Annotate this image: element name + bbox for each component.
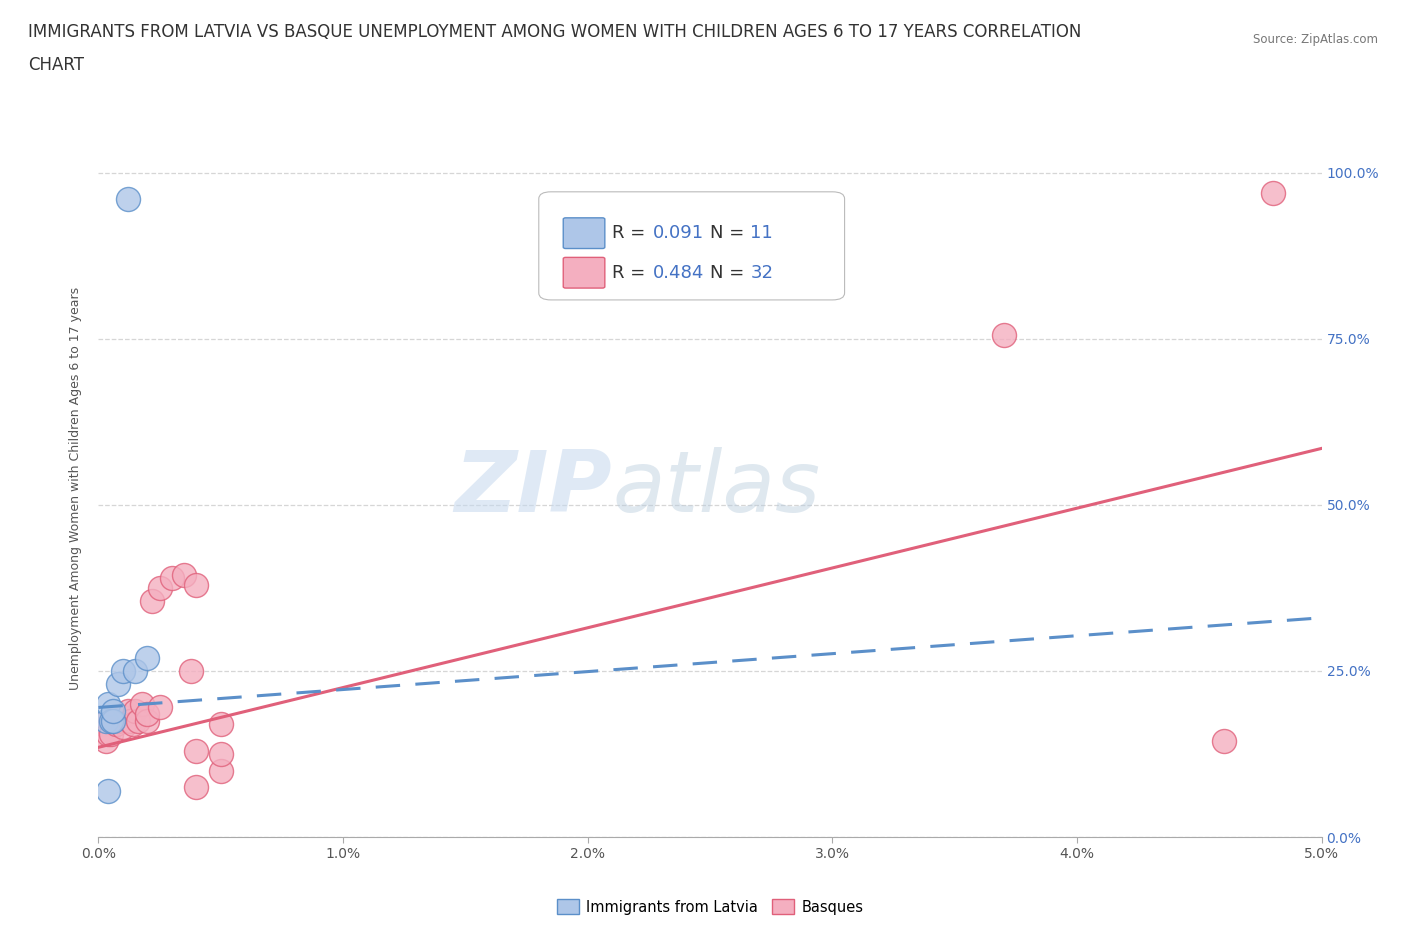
Point (186, 779, 208, 794)
Point (120, 713, 142, 728)
Point (173, 567, 195, 582)
Text: 11: 11 (751, 224, 773, 242)
FancyBboxPatch shape (564, 258, 605, 288)
Text: R =: R = (612, 224, 651, 242)
Point (100, 726, 122, 741)
Point (107, 713, 129, 728)
Text: IMMIGRANTS FROM LATVIA VS BASQUE UNEMPLOYMENT AMONG WOMEN WITH CHILDREN AGES 6 T: IMMIGRANTS FROM LATVIA VS BASQUE UNEMPLO… (28, 23, 1081, 41)
Point (149, 700, 172, 715)
Point (186, 743, 208, 758)
Point (94, 733, 117, 748)
Point (101, 703, 124, 718)
Point (149, 580, 172, 595)
Point (107, 677, 129, 692)
Point (136, 650, 159, 665)
Text: 32: 32 (751, 264, 773, 282)
Point (111, 720, 134, 735)
Point (127, 713, 149, 728)
Point (97, 726, 120, 741)
Text: N =: N = (710, 264, 749, 282)
Point (124, 663, 146, 678)
Point (101, 713, 124, 728)
Point (209, 764, 232, 778)
Text: atlas: atlas (612, 446, 820, 530)
Point (186, 578, 208, 592)
Point (117, 192, 139, 206)
Text: CHART: CHART (28, 56, 84, 73)
Point (1261, 185, 1284, 200)
Point (100, 713, 122, 728)
Text: Source: ZipAtlas.com: Source: ZipAtlas.com (1253, 33, 1378, 46)
Legend: Immigrants from Latvia, Basques: Immigrants from Latvia, Basques (551, 894, 869, 921)
Point (1212, 733, 1234, 748)
Text: ZIP: ZIP (454, 446, 612, 530)
Point (111, 663, 134, 678)
Point (121, 717, 143, 732)
FancyBboxPatch shape (564, 218, 605, 248)
Point (136, 713, 159, 728)
FancyBboxPatch shape (538, 192, 845, 300)
Y-axis label: Unemployment Among Women with Children Ages 6 to 17 years: Unemployment Among Women with Children A… (69, 286, 83, 690)
Point (117, 703, 139, 718)
Text: N =: N = (710, 224, 749, 242)
Point (101, 713, 124, 728)
Point (124, 703, 146, 718)
Text: 0.484: 0.484 (652, 264, 704, 282)
Point (141, 593, 163, 608)
Point (111, 710, 134, 724)
Point (136, 707, 159, 722)
Point (94, 713, 117, 728)
Point (993, 328, 1015, 343)
Point (97, 783, 120, 798)
Point (97, 697, 120, 711)
Text: R =: R = (612, 264, 651, 282)
Point (209, 747, 232, 762)
Point (91, 717, 114, 732)
Point (180, 663, 202, 678)
Point (131, 697, 153, 711)
Point (209, 717, 232, 732)
Point (160, 570, 183, 585)
Point (104, 717, 127, 732)
Text: 0.091: 0.091 (652, 224, 703, 242)
